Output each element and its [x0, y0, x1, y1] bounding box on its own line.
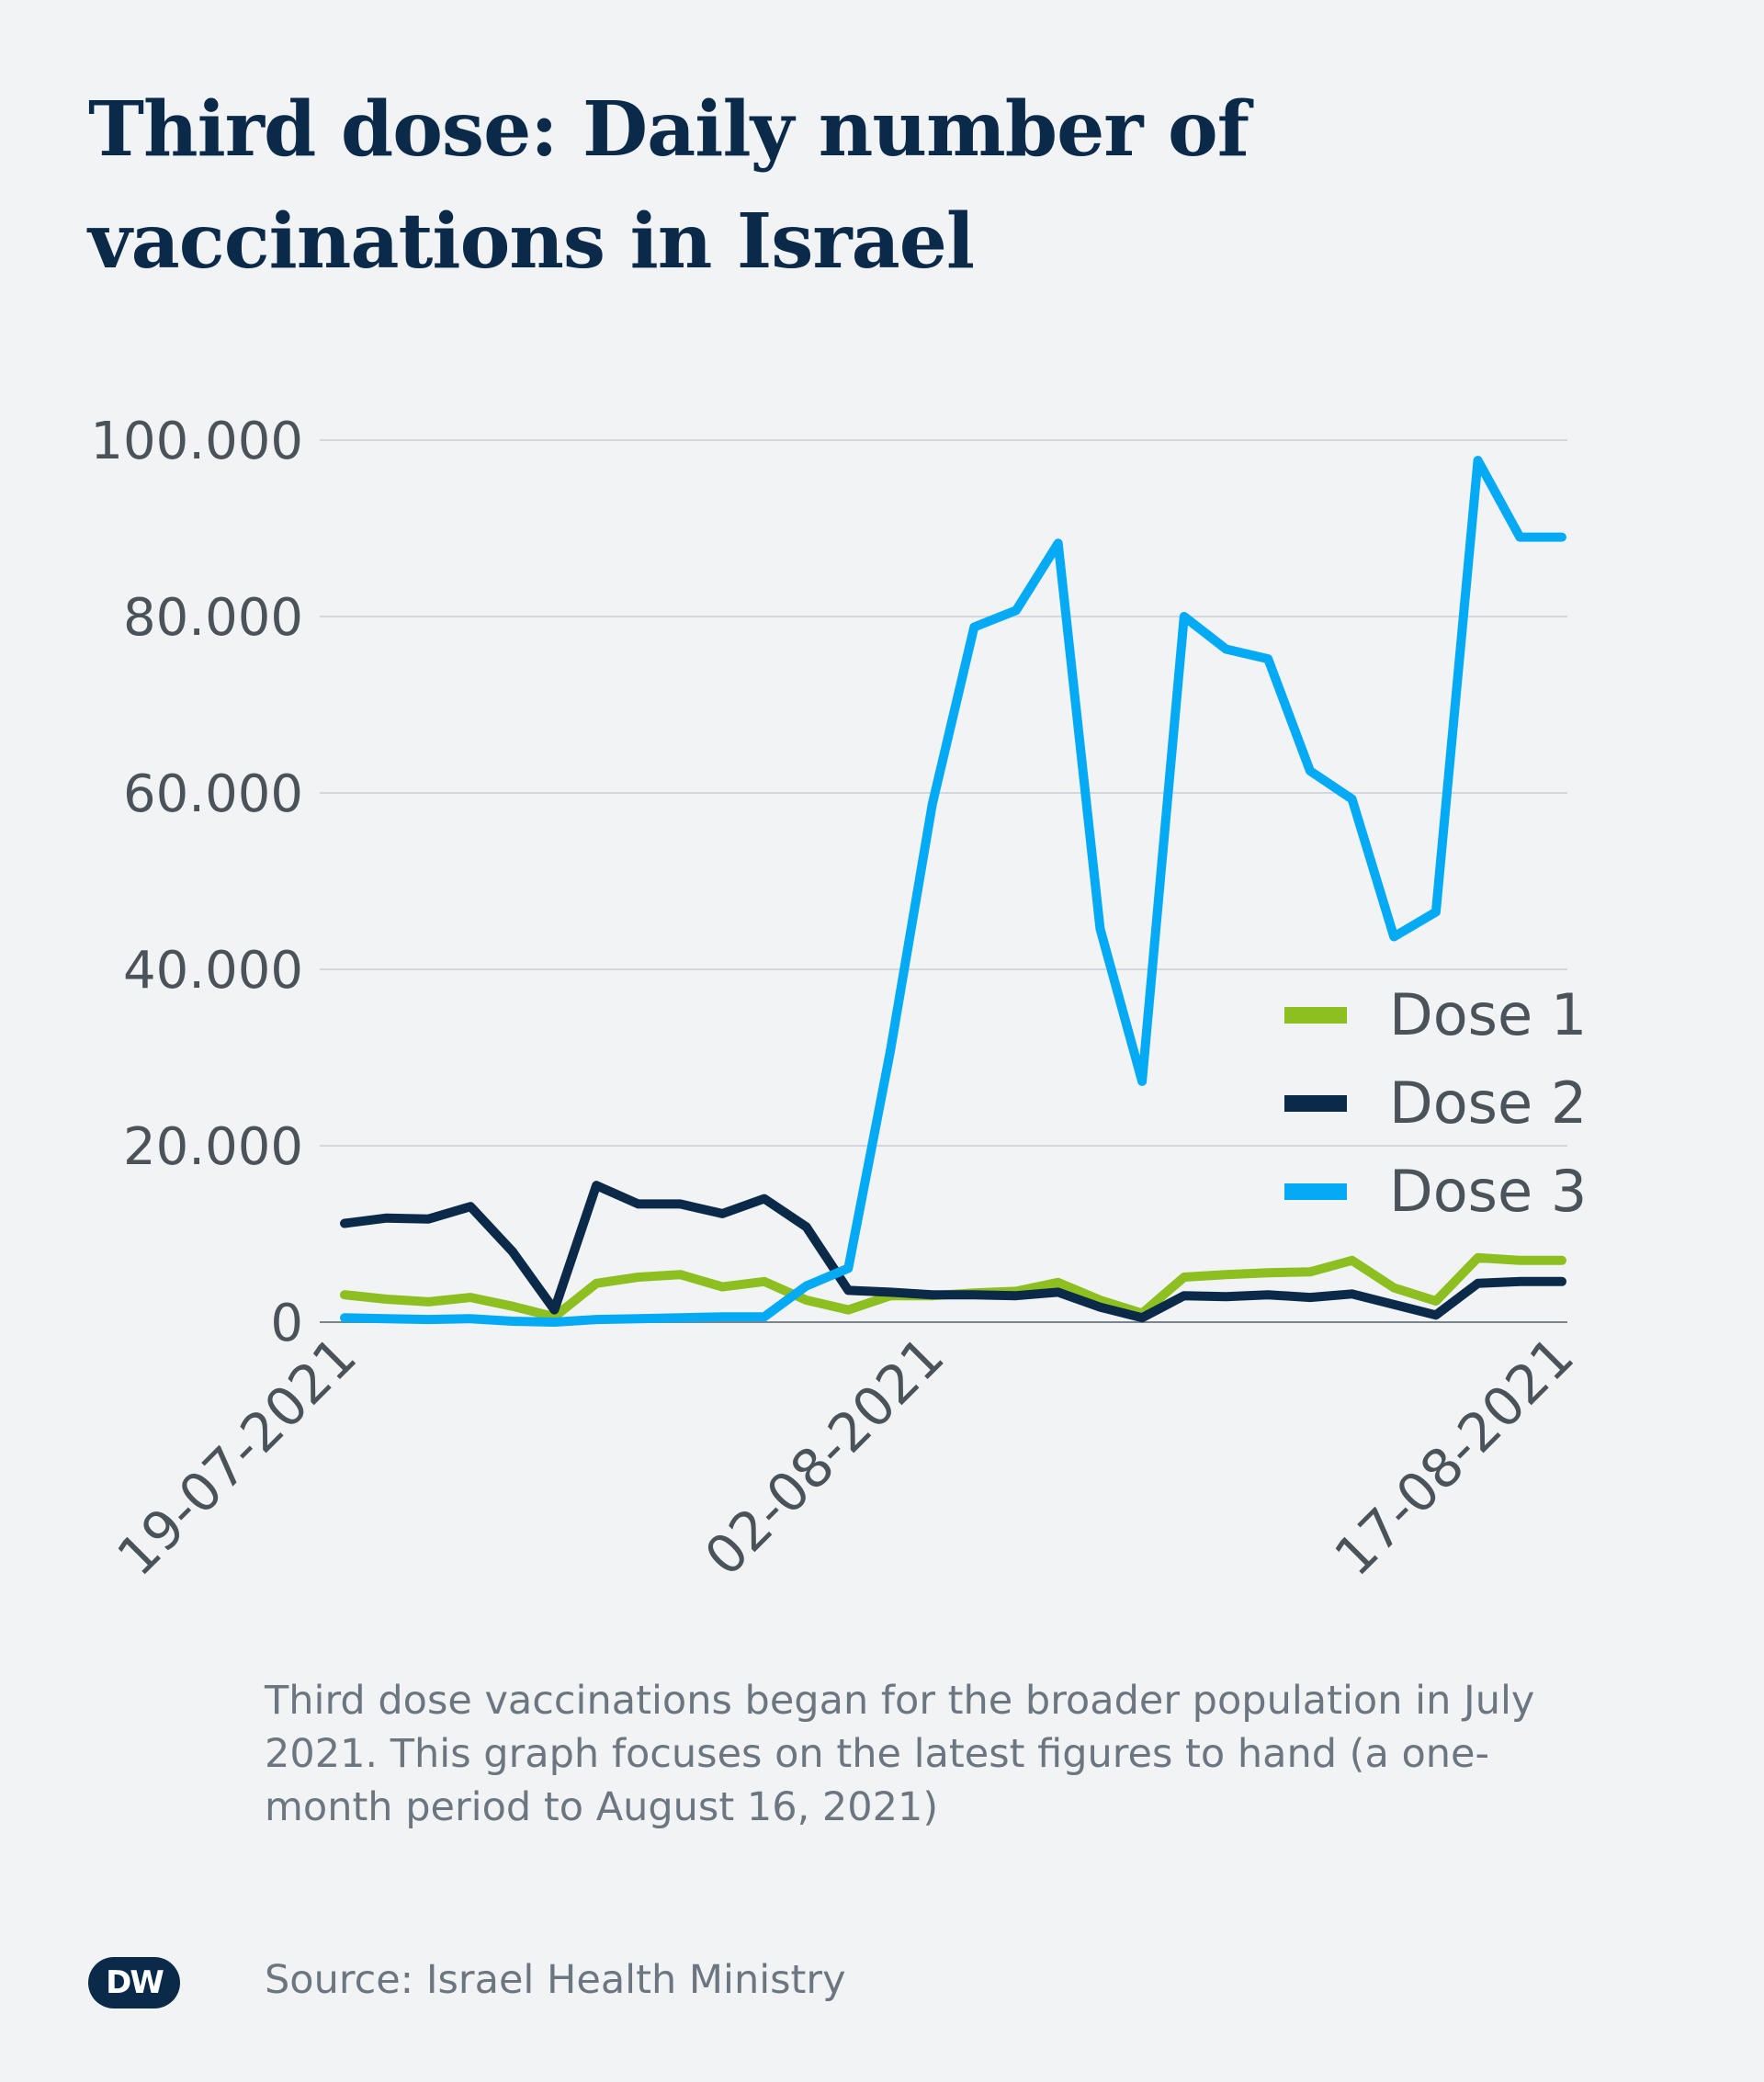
y-tick-label: 100.000 [90, 412, 303, 471]
line-chart: 0 20.000 40.000 60.000 80.000 100.000 19-07-2… [90, 412, 1587, 1588]
legend-swatch-dose-2 [1284, 1095, 1347, 1112]
legend-label-dose-3: Dose 3 [1389, 1158, 1587, 1225]
source-note: Source: Israel Health Ministry [265, 1957, 846, 2003]
legend: Dose 1 Dose 2 Dose 3 [1284, 981, 1587, 1225]
dw-logo-text: DW [106, 1964, 164, 2001]
x-axis-ticks: 19-07-2021 02-08-2021 17-08-2021 [105, 1325, 1585, 1588]
series-line-dose-3 [340, 456, 1566, 1327]
x-tick-label: 02-08-2021 [693, 1325, 956, 1588]
dw-logo: DW [88, 1957, 180, 2008]
chart-title: Third dose: Daily number of vaccinations… [88, 85, 1250, 286]
y-tick-label: 20.000 [123, 1117, 303, 1177]
legend-swatch-dose-1 [1284, 1007, 1347, 1024]
x-tick-label: 19-07-2021 [105, 1325, 368, 1588]
y-tick-label: 60.000 [123, 764, 303, 824]
legend-label-dose-2: Dose 2 [1389, 1069, 1587, 1137]
legend-label-dose-1: Dose 1 [1389, 981, 1587, 1048]
y-tick-label: 80.000 [123, 588, 303, 648]
y-tick-label: 40.000 [123, 941, 303, 1001]
y-tick-label: 0 [270, 1294, 303, 1353]
legend-swatch-dose-3 [1284, 1183, 1347, 1200]
y-axis-ticks: 0 20.000 40.000 60.000 80.000 100.000 [90, 412, 303, 1353]
series-lines [340, 456, 1566, 1327]
x-tick-label: 17-08-2021 [1322, 1325, 1585, 1588]
chart-caption: Third dose vaccinations began for the br… [265, 1678, 1535, 1830]
series-line-dose-2 [340, 1181, 1566, 1323]
